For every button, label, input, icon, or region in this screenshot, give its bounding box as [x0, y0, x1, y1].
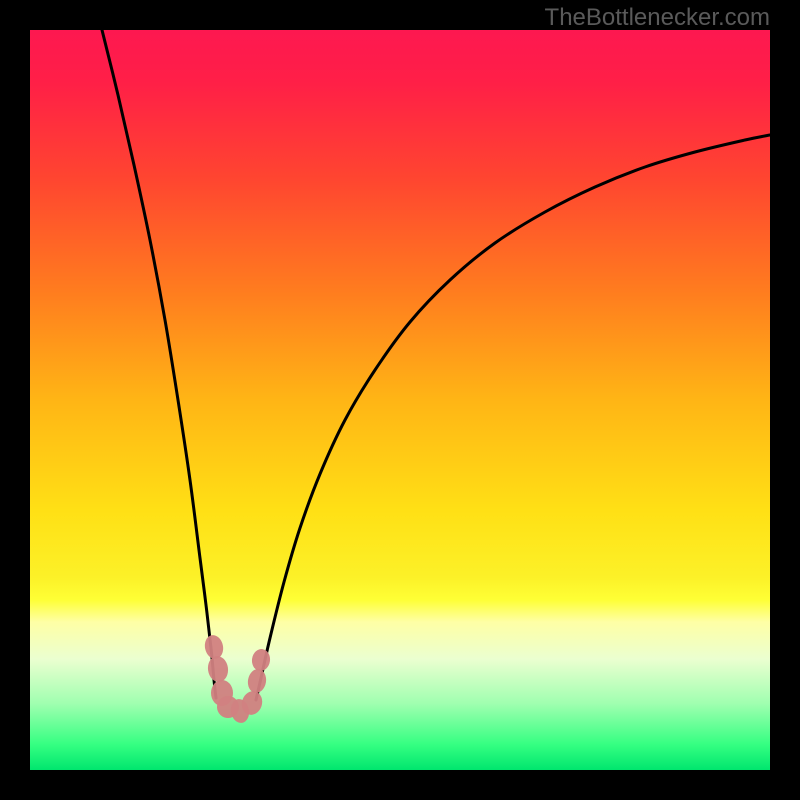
- trough-marker: [246, 668, 268, 695]
- curve-layer: [0, 0, 800, 800]
- bottleneck-curve-right: [256, 135, 770, 700]
- bottleneck-curve-left: [102, 30, 216, 698]
- trough-marker: [206, 655, 229, 684]
- watermark-text: TheBottlenecker.com: [545, 4, 770, 32]
- chart-frame: TheBottlenecker.com: [0, 0, 800, 800]
- trough-marker: [203, 633, 226, 660]
